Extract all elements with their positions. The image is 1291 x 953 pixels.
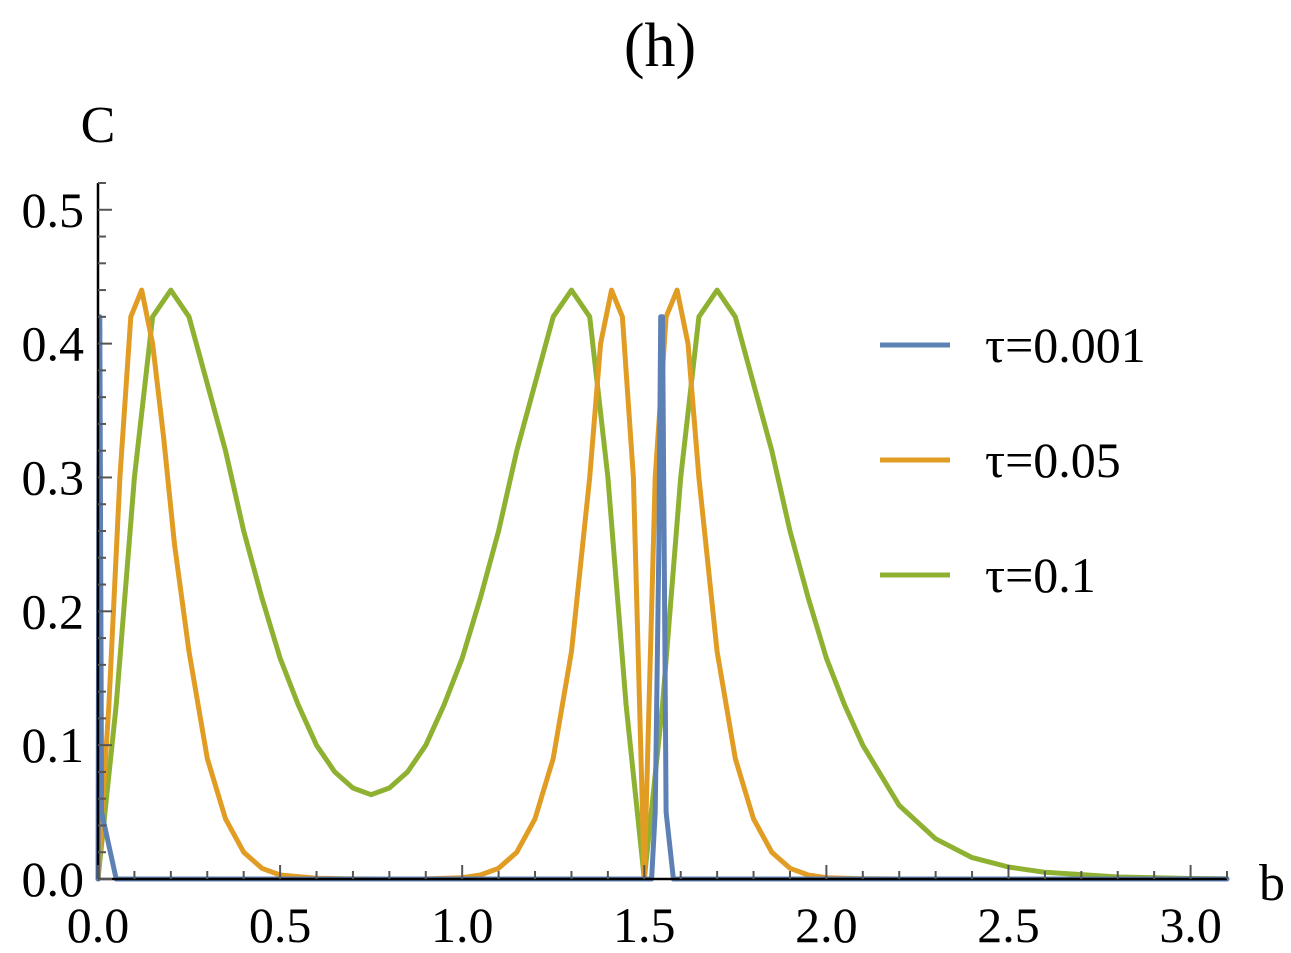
x-tick-label: 1.0: [431, 897, 494, 953]
x-tick-label: 2.5: [977, 897, 1040, 953]
series-line-1: [95, 287, 1230, 882]
legend-label-1: τ=0.05: [985, 432, 1121, 488]
tick-layer: 0.0 0.5 1.0 1.5 2.0 2.5 3.0 0.0 0.1 0.2 0.3 0.4 0.5: [22, 182, 1228, 953]
x-tick-label: 3.0: [1159, 897, 1222, 953]
legend-label-2: τ=0.1: [985, 547, 1096, 603]
x-tick-label: 0.5: [249, 897, 312, 953]
y-tick-label: 0.0: [22, 851, 85, 907]
legend-label-0: τ=0.001: [985, 317, 1146, 373]
x-tick-label: 2.0: [795, 897, 858, 953]
y-tick-label: 0.4: [22, 316, 85, 372]
series-line-2: [95, 287, 1230, 882]
x-tick-label: 1.5: [613, 897, 676, 953]
chart-title: (h): [624, 12, 696, 80]
y-tick-label: 0.2: [22, 583, 85, 639]
y-tick-label: 0.1: [22, 717, 85, 773]
y-axis-label: C: [81, 97, 116, 154]
y-tick-label: 0.5: [22, 182, 85, 238]
legend: τ=0.001 τ=0.05 τ=0.1: [880, 317, 1146, 603]
y-tick-label: 0.3: [22, 449, 85, 505]
x-tick-label: 0.0: [67, 897, 130, 953]
x-axis-label: b: [1259, 855, 1285, 912]
